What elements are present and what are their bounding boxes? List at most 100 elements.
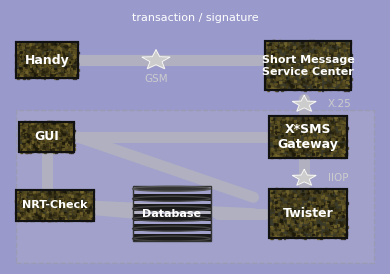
Point xyxy=(309,138,316,142)
Point xyxy=(276,145,282,150)
Point xyxy=(326,42,333,47)
Point xyxy=(67,197,73,202)
Point xyxy=(340,73,347,77)
Point xyxy=(44,55,50,59)
Point xyxy=(66,75,72,79)
Point xyxy=(40,216,46,220)
Point xyxy=(44,194,51,198)
Point xyxy=(14,61,21,65)
Point xyxy=(323,196,329,200)
Point xyxy=(307,87,313,92)
Point xyxy=(16,197,22,201)
Point xyxy=(284,59,291,63)
Point xyxy=(344,126,350,130)
Point xyxy=(290,152,296,156)
Point xyxy=(34,44,40,49)
Point xyxy=(77,215,83,219)
Point xyxy=(314,150,320,154)
Point xyxy=(287,59,293,64)
Point xyxy=(338,227,344,231)
Point xyxy=(65,41,71,45)
Point xyxy=(54,190,60,195)
Point xyxy=(296,196,302,201)
Point xyxy=(326,154,332,158)
Point xyxy=(46,138,52,142)
Point xyxy=(336,144,342,149)
Point xyxy=(335,148,342,152)
Point xyxy=(39,41,46,46)
Point xyxy=(63,61,69,65)
Point xyxy=(51,61,57,66)
Point xyxy=(21,141,28,145)
Point xyxy=(316,56,323,60)
Point xyxy=(56,67,62,72)
Point xyxy=(17,190,23,195)
Point xyxy=(20,43,27,47)
Point xyxy=(26,136,32,141)
Point xyxy=(288,43,294,47)
Point xyxy=(324,52,331,56)
Point xyxy=(271,218,277,222)
Point xyxy=(56,208,62,212)
Point xyxy=(33,132,39,136)
Point xyxy=(32,125,38,130)
Point xyxy=(45,149,51,154)
Point xyxy=(38,55,44,59)
Point xyxy=(57,72,63,76)
Point xyxy=(269,232,275,237)
Point xyxy=(33,147,39,151)
Point xyxy=(330,137,336,141)
Point xyxy=(29,121,35,125)
Point xyxy=(292,79,298,83)
Point xyxy=(23,142,29,147)
Point xyxy=(44,142,50,147)
Point xyxy=(58,139,64,144)
Point xyxy=(291,87,297,92)
Point xyxy=(48,135,54,140)
Point xyxy=(288,216,294,221)
Point xyxy=(65,140,71,145)
Point xyxy=(291,148,297,152)
Point xyxy=(50,147,56,151)
Point xyxy=(18,130,25,135)
Point xyxy=(269,137,276,141)
Point xyxy=(268,81,274,86)
Point xyxy=(19,124,25,128)
Point xyxy=(300,146,306,150)
Point xyxy=(333,58,339,63)
Point xyxy=(83,200,90,205)
Point xyxy=(66,121,72,125)
Point xyxy=(49,42,55,47)
Point xyxy=(72,53,78,57)
Point xyxy=(269,214,276,218)
Point xyxy=(277,76,283,80)
Point xyxy=(69,135,75,139)
Point xyxy=(66,193,72,198)
Point xyxy=(55,122,61,127)
Point xyxy=(275,122,281,127)
Point xyxy=(295,62,301,67)
Point xyxy=(34,208,41,212)
Point xyxy=(65,196,71,201)
Point xyxy=(270,49,276,53)
Point xyxy=(334,212,340,216)
Point xyxy=(18,47,25,52)
Point xyxy=(273,52,279,56)
Point xyxy=(19,136,25,141)
Point xyxy=(327,82,333,86)
Point xyxy=(16,212,22,216)
Point xyxy=(339,64,345,68)
Point xyxy=(27,192,33,196)
Point xyxy=(30,68,37,73)
Point xyxy=(71,56,77,61)
Point xyxy=(32,200,39,204)
Point xyxy=(46,138,52,142)
Point xyxy=(39,144,45,149)
Point xyxy=(42,64,48,68)
Point xyxy=(295,210,301,215)
Point xyxy=(66,67,73,72)
Point xyxy=(333,235,339,239)
Point xyxy=(279,133,285,138)
Point xyxy=(58,135,64,139)
Point xyxy=(41,68,47,72)
